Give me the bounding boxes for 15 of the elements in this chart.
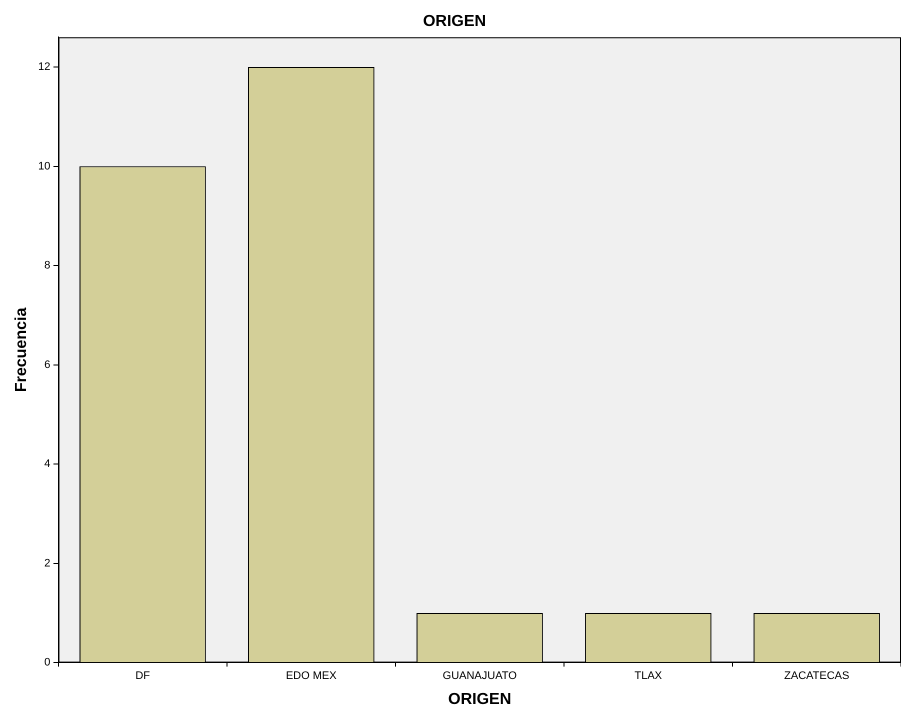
- x-tick-label: DF: [135, 670, 150, 682]
- chart-title: ORIGEN: [422, 13, 486, 30]
- y-tick-label: 2: [44, 557, 50, 570]
- y-tick-label: 10: [38, 160, 50, 172]
- x-tick-label: ZACATECAS: [784, 670, 850, 682]
- x-axis-title: ORIGEN: [448, 690, 512, 708]
- y-tick-label: 4: [44, 458, 50, 470]
- x-tick-label: GUANAJUATO: [442, 670, 518, 682]
- y-tick-label: 8: [44, 260, 50, 272]
- y-tick-label: 12: [38, 61, 50, 74]
- y-tick-label: 6: [44, 358, 50, 371]
- y-tick-label: 0: [44, 656, 50, 669]
- x-tick-label: TLAX: [634, 670, 663, 682]
- x-tick-label: EDO MEX: [286, 670, 338, 682]
- y-axis-title: Frecuencia: [13, 308, 30, 392]
